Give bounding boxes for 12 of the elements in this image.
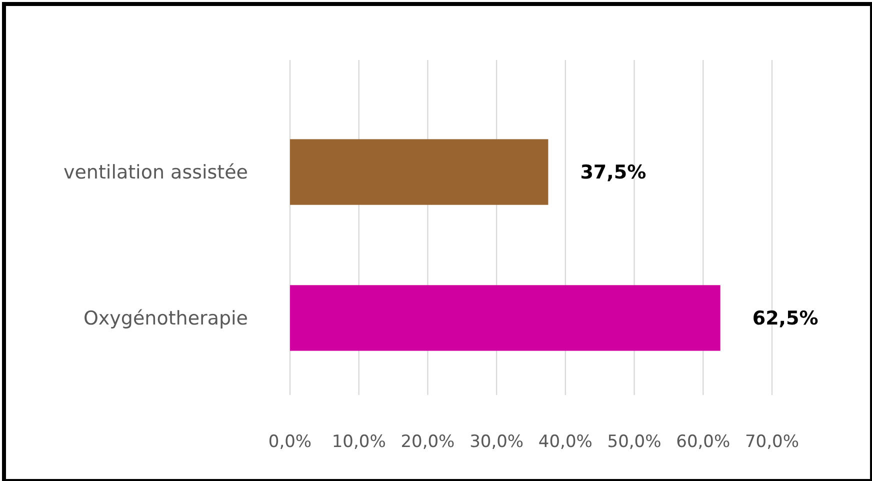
x-tick-label: 0,0% [268, 432, 312, 452]
x-tick-label: 20,0% [400, 432, 455, 452]
y-tick-label: Oxygénotherapie [83, 308, 248, 330]
x-tick-label: 10,0% [332, 432, 386, 452]
data-label: 37,5% [580, 162, 646, 184]
data-label: 62,5% [752, 308, 818, 330]
x-tick-label: 50,0% [607, 432, 662, 452]
x-tick-label: 30,0% [470, 432, 524, 452]
x-tick-label: 40,0% [538, 432, 592, 452]
x-tick-label: 60,0% [676, 432, 730, 452]
y-tick-label: ventilation assistée [63, 162, 248, 184]
x-tick-label: 70,0% [744, 432, 800, 452]
